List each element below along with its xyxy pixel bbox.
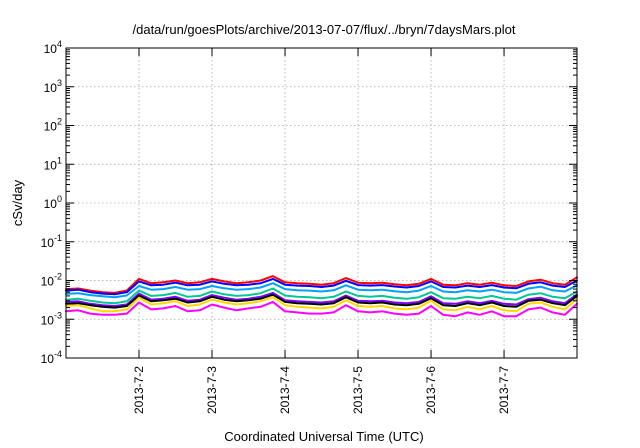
y-tick-base: 10 — [44, 81, 58, 95]
x-tick-label: 2013-7-3 — [205, 366, 219, 414]
series-line-8 — [65, 300, 578, 318]
y-tick-label: 103 — [44, 78, 62, 95]
y-tick-label: 100 — [44, 194, 62, 211]
series-line-6 — [65, 293, 578, 309]
series-line-1 — [65, 275, 578, 294]
y-tick-label: 101 — [44, 155, 62, 172]
series-line-5 — [65, 291, 578, 307]
y-tick-exponent: -3 — [54, 310, 62, 320]
series-line-7 — [65, 296, 578, 313]
y-tick-base: 10 — [44, 42, 58, 56]
y-tick-exponent: 2 — [57, 117, 62, 127]
x-tick-labels: 2013-7-2 2013-7-3 2013-7-4 2013-7-5 2013-7-6… — [132, 366, 511, 414]
y-tick-base: 10 — [41, 275, 55, 289]
y-tick-base: 10 — [41, 236, 55, 250]
y-tick-label: 10-3 — [41, 310, 62, 327]
x-tick-label: 2013-7-4 — [278, 366, 292, 414]
y-tick-exponent: -4 — [54, 349, 62, 359]
chart-title: /data/run/goesPlots/archive/2013-07-07/f… — [133, 22, 516, 37]
y-tick-exponent: 0 — [57, 194, 62, 204]
y-tick-base: 10 — [41, 352, 55, 366]
x-tick-label: 2013-7-5 — [351, 366, 365, 414]
y-tick-base: 10 — [44, 197, 58, 211]
series-line-3 — [65, 282, 578, 299]
y-tick-base: 10 — [41, 313, 55, 327]
y-tick-exponent: 4 — [57, 39, 62, 49]
y-tick-exponent: 1 — [57, 155, 62, 165]
y-tick-label: 10-2 — [41, 272, 62, 289]
y-tick-label: 10-1 — [41, 233, 62, 250]
y-tick-label: 102 — [44, 117, 62, 134]
y-tick-label: 10-4 — [41, 349, 62, 366]
x-tick-label: 2013-7-2 — [132, 366, 146, 414]
x-axis-label: Coordinated Universal Time (UTC) — [224, 429, 423, 444]
x-tick-label: 2013-7-6 — [424, 366, 438, 414]
x-tick-label: 2013-7-7 — [497, 366, 511, 414]
grid — [66, 48, 577, 358]
y-tick-base: 10 — [44, 120, 58, 134]
y-tick-label: 104 — [44, 39, 62, 56]
y-tick-exponent: -1 — [54, 233, 62, 243]
series-line-2 — [65, 277, 578, 296]
series-group — [65, 275, 578, 318]
y-axis-label: cSv/day — [10, 179, 25, 226]
series-line-4 — [65, 287, 578, 305]
y-tick-base: 10 — [44, 158, 58, 172]
y-tick-exponent: -2 — [54, 272, 62, 282]
y-tick-exponent: 3 — [57, 78, 62, 88]
ticks — [66, 47, 577, 359]
